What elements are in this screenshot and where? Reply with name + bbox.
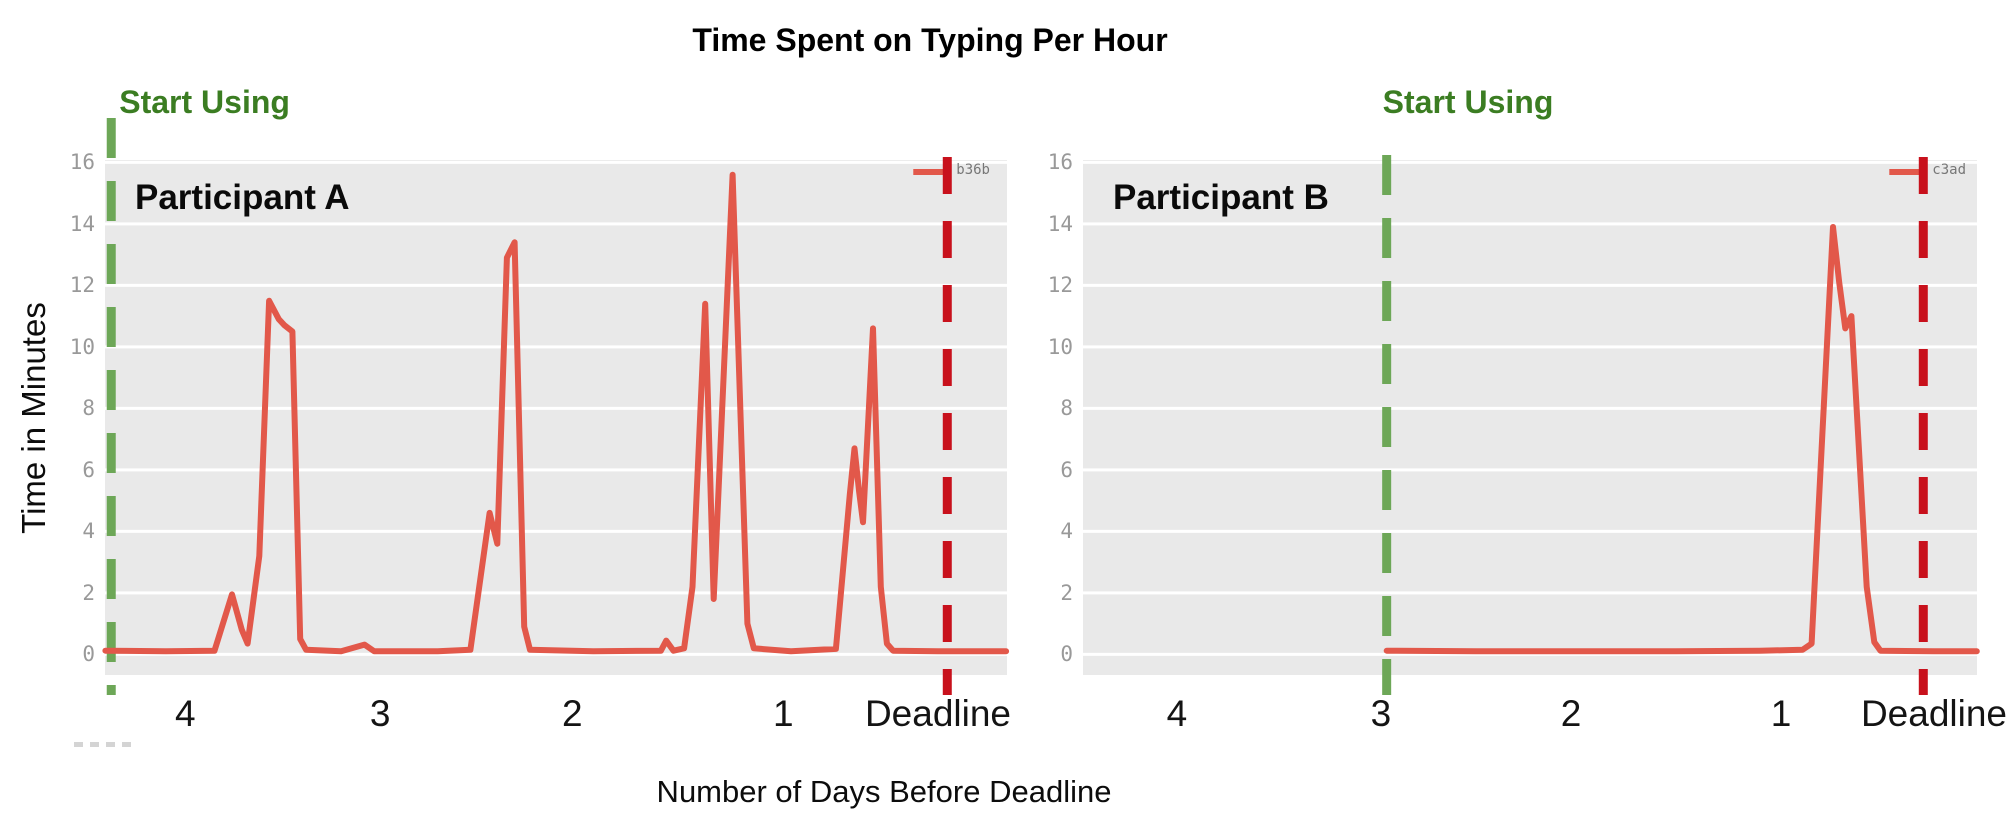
x-tick-label-3: 3 <box>1370 693 1392 734</box>
series-line <box>102 171 1010 655</box>
start-using-label: Start Using <box>119 84 290 120</box>
y-tick-label: 6 <box>82 457 95 482</box>
y-tick-label: 16 <box>69 150 95 175</box>
figure-title: Time Spent on Typing Per Hour <box>692 22 1168 58</box>
series-line <box>1383 224 1980 655</box>
x-tick-label-3: 3 <box>369 693 391 734</box>
y-tick-label: 8 <box>82 396 95 421</box>
x-tick-label-4: 4 <box>1166 693 1188 734</box>
legend-label: b36b <box>956 162 990 178</box>
x-tick-label-2: 2 <box>561 693 583 734</box>
chart-participant-a: 0 2 4 6 8 10 12 14 16 4 3 2 1 Deadline Participant A St… <box>70 84 1011 734</box>
y-tick-label: 14 <box>69 211 95 236</box>
x-axis-title: Number of Days Before Deadline <box>656 774 1112 809</box>
x-tick-label-deadline: Deadline <box>864 693 1012 734</box>
y-tick-label: 8 <box>1060 396 1073 421</box>
legend-label: c3ad <box>1932 162 1966 178</box>
y-tick-label: 2 <box>82 580 95 605</box>
y-tick-label: 12 <box>1047 273 1073 298</box>
y-tick-label: 12 <box>69 273 95 298</box>
y-tick-label: 4 <box>82 519 95 544</box>
start-using-label: Start Using <box>1382 84 1554 120</box>
participant-label: Participant A <box>135 178 350 217</box>
y-tick-label: 16 <box>1047 150 1073 175</box>
artifact-dashes <box>74 742 132 747</box>
participant-label: Participant B <box>1113 178 1329 217</box>
y-tick-label: 14 <box>1047 211 1073 236</box>
y-tick-label: 10 <box>69 334 95 359</box>
y-tick-label: 6 <box>1060 457 1073 482</box>
x-tick-label-2: 2 <box>1560 693 1582 734</box>
chart-participant-b: 0 2 4 6 8 10 12 14 16 4 3 2 1 Deadline Participant B St… <box>1048 84 2007 734</box>
x-tick-label-deadline: Deadline <box>1860 693 2008 734</box>
y-tick-label: 0 <box>82 642 95 667</box>
plot-area <box>1083 155 1980 695</box>
x-tick-label-4: 4 <box>174 693 196 734</box>
y-tick-label: 2 <box>1060 580 1073 605</box>
y-tick-label: 4 <box>1060 519 1073 544</box>
plot-area <box>102 118 1010 695</box>
x-tick-label-1: 1 <box>1770 693 1792 734</box>
y-axis-title: Time in Minutes <box>15 302 52 534</box>
x-tick-label-1: 1 <box>773 693 794 734</box>
y-tick-label: 10 <box>1047 334 1073 359</box>
y-tick-label: 0 <box>1060 642 1073 667</box>
